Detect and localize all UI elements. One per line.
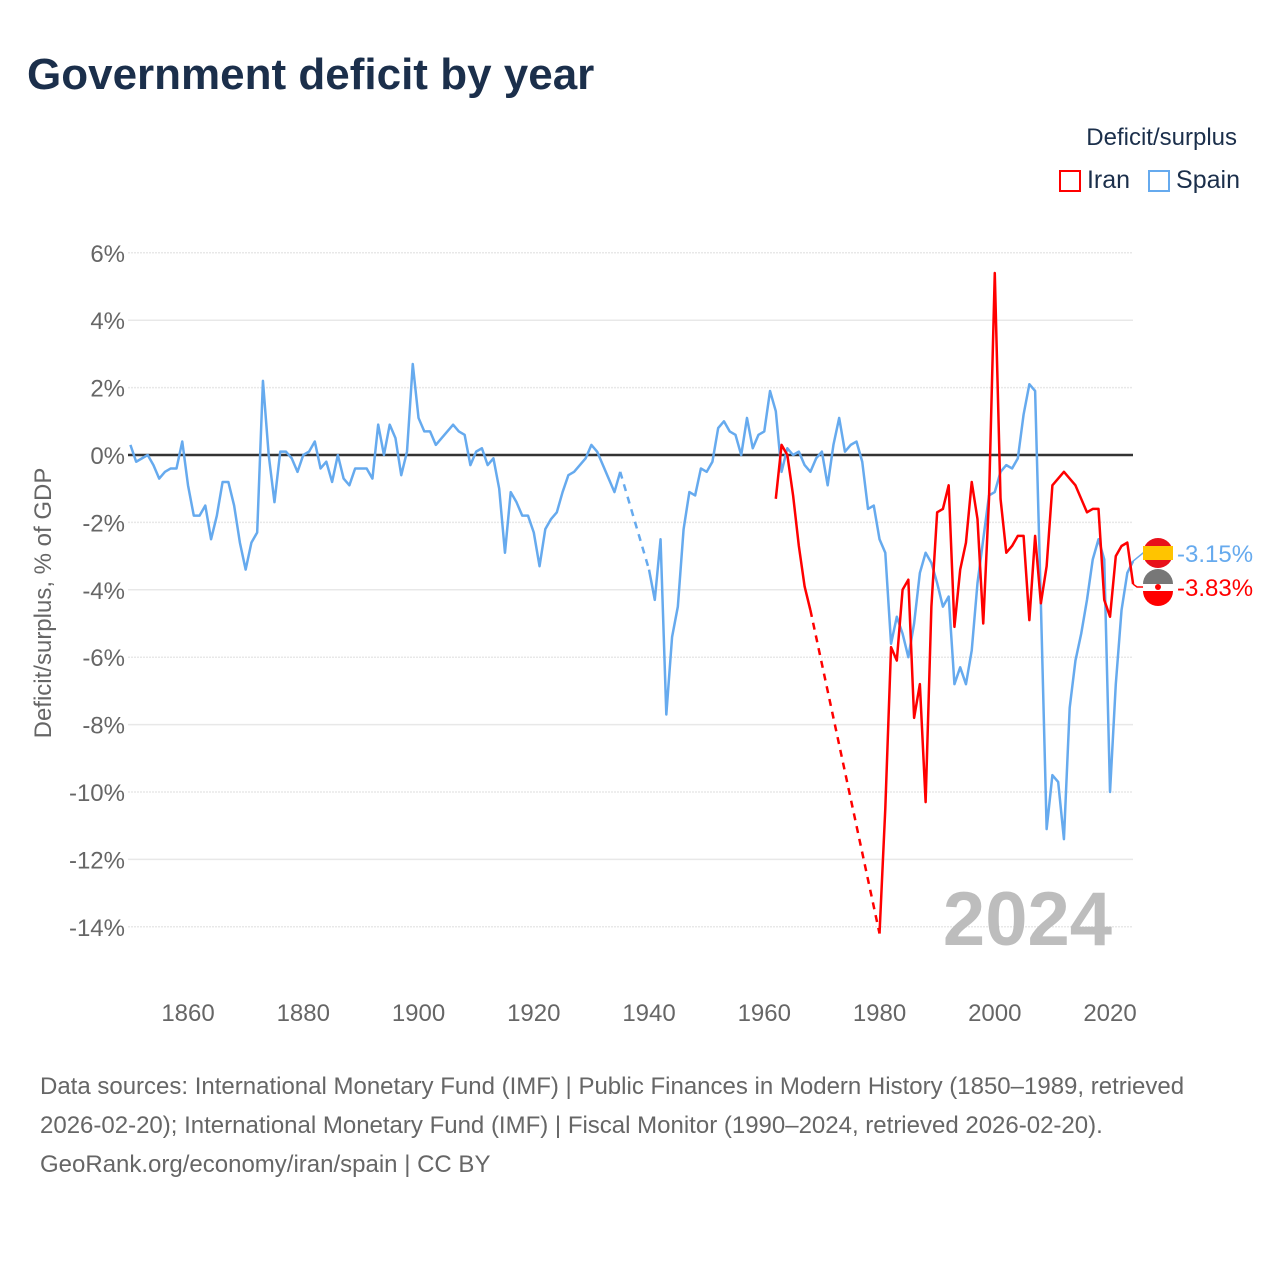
y-tick-label: -6% [82,645,125,672]
credit: GeoRank.org/economy/iran/spain | CC BY [40,1151,491,1178]
year-watermark: 2024 [943,877,1112,962]
legend-swatch-iran [1058,169,1081,192]
legend-label-spain: Spain [1176,166,1240,194]
y-tick-label: -2% [82,510,125,537]
y-tick-label: -8% [82,713,125,740]
end-label-spain: -3.15% [1177,541,1253,568]
y-tick-label: 0% [90,443,125,470]
iran-flag-top [1143,569,1173,584]
y-tick-label: -10% [69,780,125,807]
spain-flag-stripe [1143,546,1173,560]
series-line-spain [129,362,622,571]
legend-item-iran[interactable]: Iran [1058,166,1131,195]
x-tick-label: 1980 [853,1000,906,1027]
x-tick-label: 1880 [277,1000,330,1027]
series-line-iran [878,271,1135,934]
legend-label-iran: Iran [1086,166,1131,194]
x-tick-label: 2000 [968,1000,1021,1027]
series-line-spain [647,382,1135,841]
data-sources: Data sources: International Monetary Fun… [40,1073,1185,1139]
end-label-iran: -3.83% [1177,575,1253,602]
x-tick-label: 1940 [622,1000,675,1027]
y-tick-label: -12% [69,847,125,874]
series-gap-iran [809,609,881,934]
x-tick-label: 1960 [738,1000,791,1027]
x-tick-label: 2020 [1083,1000,1136,1027]
x-tick-label: 1900 [392,1000,445,1027]
series-gap-spain [619,471,651,570]
footer: Data sources: International Monetary Fun… [40,1067,1240,1184]
x-tick-label: 1920 [507,1000,560,1027]
legend: Iran Spain [1058,166,1240,195]
iran-flag-bottom [1143,591,1173,606]
y-tick-label: 4% [90,308,125,335]
legend-item-spain[interactable]: Spain [1148,166,1240,195]
x-tick-label: 1860 [161,1000,214,1027]
legend-swatch-spain [1148,169,1171,192]
iran-flag-emblem [1155,584,1161,590]
y-tick-label: -14% [69,915,125,942]
y-tick-label: 6% [90,241,125,268]
y-tick-label: -4% [82,578,125,605]
legend-title: Deficit/surplus [1086,124,1237,151]
series-line-iran [774,443,812,611]
y-tick-label: 2% [90,376,125,403]
page-title: Government deficit by year [27,50,595,99]
y-axis-label: Deficit/surplus, % of GDP [30,468,57,739]
